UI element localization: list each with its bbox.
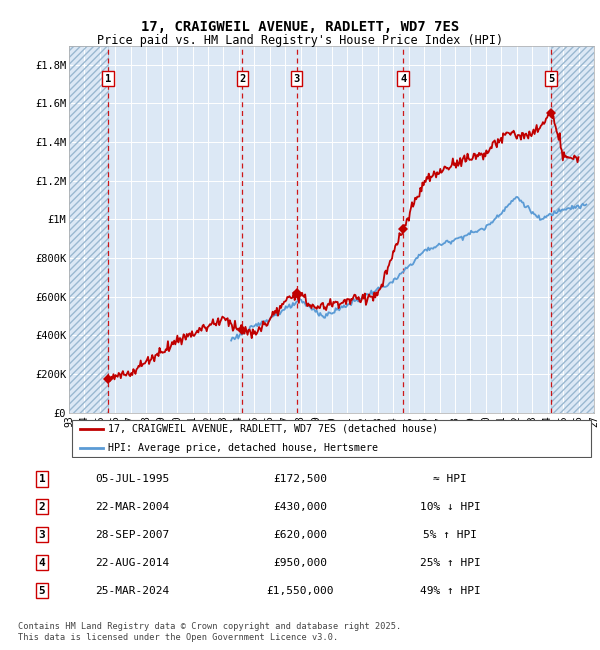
Text: Price paid vs. HM Land Registry's House Price Index (HPI): Price paid vs. HM Land Registry's House … bbox=[97, 34, 503, 47]
Text: 25% ↑ HPI: 25% ↑ HPI bbox=[419, 558, 481, 567]
Text: 2: 2 bbox=[38, 502, 46, 512]
Text: £172,500: £172,500 bbox=[273, 474, 327, 484]
Text: 49% ↑ HPI: 49% ↑ HPI bbox=[419, 586, 481, 595]
Text: Contains HM Land Registry data © Crown copyright and database right 2025.
This d: Contains HM Land Registry data © Crown c… bbox=[18, 622, 401, 642]
Text: £950,000: £950,000 bbox=[273, 558, 327, 567]
Text: 17, CRAIGWEIL AVENUE, RADLETT, WD7 7ES: 17, CRAIGWEIL AVENUE, RADLETT, WD7 7ES bbox=[141, 20, 459, 34]
Text: 3: 3 bbox=[293, 73, 300, 84]
Text: 4: 4 bbox=[400, 73, 406, 84]
Text: 10% ↓ HPI: 10% ↓ HPI bbox=[419, 502, 481, 512]
Text: £430,000: £430,000 bbox=[273, 502, 327, 512]
Text: 4: 4 bbox=[38, 558, 46, 567]
Text: 25-MAR-2024: 25-MAR-2024 bbox=[95, 586, 169, 595]
Text: 5: 5 bbox=[548, 73, 554, 84]
Text: 2: 2 bbox=[239, 73, 245, 84]
FancyBboxPatch shape bbox=[71, 419, 592, 457]
Text: 17, CRAIGWEIL AVENUE, RADLETT, WD7 7ES (detached house): 17, CRAIGWEIL AVENUE, RADLETT, WD7 7ES (… bbox=[109, 424, 439, 434]
Text: £1,550,000: £1,550,000 bbox=[266, 586, 334, 595]
Text: 1: 1 bbox=[105, 73, 112, 84]
Text: £620,000: £620,000 bbox=[273, 530, 327, 540]
Bar bbox=[69, 46, 108, 413]
Text: 22-AUG-2014: 22-AUG-2014 bbox=[95, 558, 169, 567]
Text: ≈ HPI: ≈ HPI bbox=[433, 474, 467, 484]
Text: 1: 1 bbox=[38, 474, 46, 484]
Bar bbox=[551, 46, 594, 413]
Text: 5% ↑ HPI: 5% ↑ HPI bbox=[423, 530, 477, 540]
Text: 05-JUL-1995: 05-JUL-1995 bbox=[95, 474, 169, 484]
Text: 5: 5 bbox=[38, 586, 46, 595]
Text: 3: 3 bbox=[38, 530, 46, 540]
Text: 28-SEP-2007: 28-SEP-2007 bbox=[95, 530, 169, 540]
Text: 22-MAR-2004: 22-MAR-2004 bbox=[95, 502, 169, 512]
Text: HPI: Average price, detached house, Hertsmere: HPI: Average price, detached house, Hert… bbox=[109, 443, 379, 453]
